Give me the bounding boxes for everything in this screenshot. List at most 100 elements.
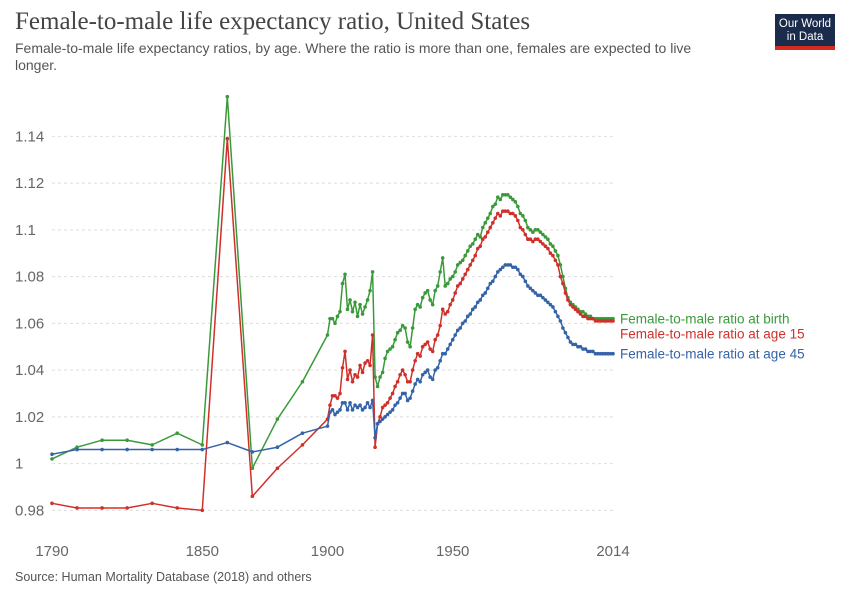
data-point[interactable] bbox=[348, 298, 352, 302]
data-point[interactable] bbox=[598, 351, 603, 356]
data-point[interactable] bbox=[521, 214, 525, 218]
data-point[interactable] bbox=[360, 312, 365, 316]
data-point[interactable] bbox=[368, 288, 372, 293]
data-point[interactable] bbox=[518, 211, 523, 216]
data-point[interactable] bbox=[125, 447, 129, 452]
data-point[interactable] bbox=[428, 375, 432, 379]
data-point[interactable] bbox=[596, 319, 600, 323]
data-point[interactable] bbox=[275, 466, 280, 471]
data-point[interactable] bbox=[493, 202, 498, 206]
data-point[interactable] bbox=[470, 307, 475, 312]
data-point[interactable] bbox=[350, 309, 355, 314]
data-point[interactable] bbox=[420, 295, 425, 300]
data-point[interactable] bbox=[445, 281, 450, 286]
data-point[interactable] bbox=[393, 384, 397, 389]
data-point[interactable] bbox=[608, 351, 613, 356]
data-point[interactable] bbox=[518, 225, 523, 230]
data-point[interactable] bbox=[335, 396, 340, 400]
data-point[interactable] bbox=[388, 347, 392, 351]
data-point[interactable] bbox=[528, 228, 533, 232]
data-point[interactable] bbox=[343, 401, 347, 405]
data-point[interactable] bbox=[465, 249, 470, 253]
data-point[interactable] bbox=[475, 246, 480, 251]
data-point[interactable] bbox=[490, 221, 495, 225]
data-point[interactable] bbox=[150, 447, 154, 452]
data-point[interactable] bbox=[100, 506, 104, 510]
data-point[interactable] bbox=[553, 309, 558, 314]
data-point[interactable] bbox=[340, 401, 345, 405]
data-point[interactable] bbox=[465, 267, 470, 272]
data-point[interactable] bbox=[493, 216, 498, 220]
data-point[interactable] bbox=[488, 225, 493, 230]
data-point[interactable] bbox=[250, 466, 255, 471]
data-point[interactable] bbox=[473, 253, 478, 258]
data-point[interactable] bbox=[333, 393, 337, 398]
data-point[interactable] bbox=[571, 305, 575, 309]
data-point[interactable] bbox=[513, 214, 518, 218]
data-point[interactable] bbox=[400, 323, 405, 328]
data-point[interactable] bbox=[501, 193, 505, 197]
data-point[interactable] bbox=[415, 377, 420, 382]
data-point[interactable] bbox=[521, 274, 525, 279]
data-point[interactable] bbox=[375, 384, 380, 389]
data-point[interactable] bbox=[420, 372, 425, 377]
data-point[interactable] bbox=[606, 351, 610, 356]
data-point[interactable] bbox=[370, 333, 375, 337]
data-point[interactable] bbox=[460, 277, 465, 281]
data-point[interactable] bbox=[503, 193, 508, 197]
data-point[interactable] bbox=[395, 379, 400, 384]
data-point[interactable] bbox=[373, 436, 377, 440]
data-point[interactable] bbox=[551, 305, 555, 309]
data-point[interactable] bbox=[513, 200, 518, 204]
data-point[interactable] bbox=[388, 396, 392, 400]
data-point[interactable] bbox=[453, 291, 458, 295]
data-point[interactable] bbox=[453, 270, 458, 274]
data-point[interactable] bbox=[455, 284, 460, 288]
data-point[interactable] bbox=[506, 263, 510, 267]
data-point[interactable] bbox=[100, 447, 104, 452]
data-point[interactable] bbox=[378, 419, 382, 424]
data-point[interactable] bbox=[398, 328, 402, 333]
data-point[interactable] bbox=[440, 307, 445, 312]
data-point[interactable] bbox=[588, 316, 593, 321]
series-age15[interactable] bbox=[50, 136, 615, 513]
data-point[interactable] bbox=[526, 284, 530, 288]
data-point[interactable] bbox=[175, 447, 180, 452]
data-point[interactable] bbox=[546, 237, 550, 242]
data-point[interactable] bbox=[485, 216, 490, 220]
data-point[interactable] bbox=[75, 447, 79, 452]
data-point[interactable] bbox=[516, 267, 520, 272]
data-point[interactable] bbox=[468, 244, 473, 249]
data-point[interactable] bbox=[300, 443, 305, 447]
data-point[interactable] bbox=[450, 274, 455, 279]
data-point[interactable] bbox=[415, 302, 420, 307]
data-point[interactable] bbox=[571, 342, 575, 347]
data-point[interactable] bbox=[275, 417, 280, 421]
data-point[interactable] bbox=[365, 358, 370, 363]
data-point[interactable] bbox=[383, 415, 387, 419]
data-point[interactable] bbox=[338, 408, 342, 412]
data-point[interactable] bbox=[355, 375, 360, 379]
data-point[interactable] bbox=[405, 398, 410, 403]
data-point[interactable] bbox=[573, 307, 578, 312]
data-point[interactable] bbox=[403, 372, 407, 377]
data-point[interactable] bbox=[581, 314, 585, 319]
data-point[interactable] bbox=[516, 204, 520, 209]
data-point[interactable] bbox=[513, 265, 518, 270]
data-point[interactable] bbox=[300, 431, 305, 435]
data-point[interactable] bbox=[593, 351, 598, 356]
data-point[interactable] bbox=[423, 342, 427, 347]
data-point[interactable] bbox=[445, 309, 450, 314]
data-point[interactable] bbox=[536, 237, 540, 242]
data-point[interactable] bbox=[608, 319, 613, 323]
data-point[interactable] bbox=[418, 354, 422, 358]
series-line-birth[interactable] bbox=[51, 95, 613, 469]
data-point[interactable] bbox=[410, 326, 415, 330]
data-point[interactable] bbox=[175, 431, 180, 435]
data-point[interactable] bbox=[463, 319, 468, 323]
data-point[interactable] bbox=[150, 501, 154, 506]
data-point[interactable] bbox=[370, 270, 375, 274]
data-point[interactable] bbox=[463, 253, 468, 258]
data-point[interactable] bbox=[335, 314, 340, 319]
data-point[interactable] bbox=[473, 237, 478, 242]
